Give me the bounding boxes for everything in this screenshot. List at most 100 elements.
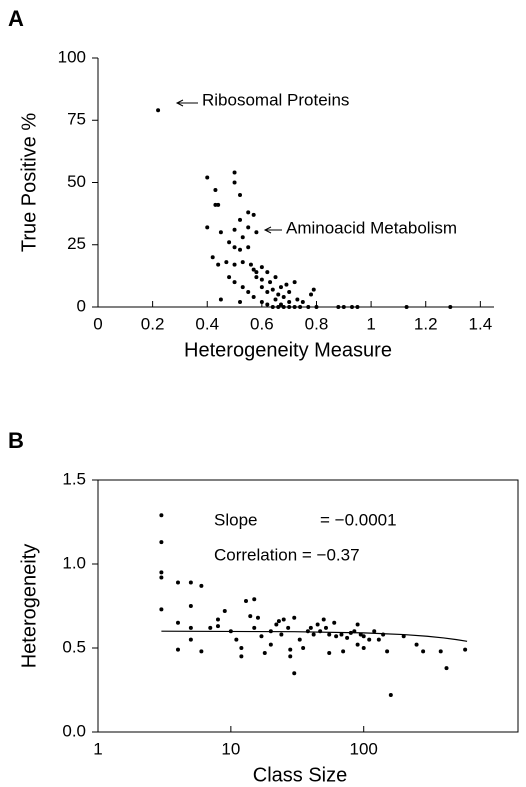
data-point <box>265 290 270 295</box>
data-point <box>278 285 283 290</box>
data-point <box>259 285 264 290</box>
annotation: Aminoacid Metabolism <box>286 218 457 237</box>
data-point <box>222 609 227 614</box>
x-tick-label: 0 <box>93 314 102 333</box>
data-point <box>238 247 243 252</box>
data-point <box>388 693 393 698</box>
data-point <box>265 302 270 307</box>
data-point <box>287 305 292 309</box>
data-point <box>321 617 326 622</box>
data-point <box>243 598 248 603</box>
data-point <box>251 267 256 272</box>
data-point <box>385 649 390 654</box>
data-point <box>305 629 310 634</box>
data-point <box>288 647 293 652</box>
data-point <box>224 260 229 265</box>
y-axis-title: True Positive % <box>18 113 40 253</box>
data-point <box>297 637 302 642</box>
data-point <box>276 619 281 624</box>
data-point <box>205 175 210 180</box>
data-point <box>309 292 314 297</box>
annotation-arrow <box>263 226 272 234</box>
data-point <box>251 212 256 217</box>
data-point <box>175 647 180 652</box>
data-point <box>215 617 220 622</box>
data-point <box>381 632 386 637</box>
data-point <box>404 305 409 309</box>
data-point <box>232 245 237 250</box>
data-point <box>345 635 350 640</box>
data-point <box>254 275 259 280</box>
data-point <box>239 654 244 659</box>
data-point <box>239 646 244 650</box>
y-tick-label: 1.0 <box>62 553 86 572</box>
data-point <box>301 646 306 650</box>
data-point <box>421 649 426 654</box>
x-tick-label: 1 <box>93 739 102 758</box>
panel-label: B <box>8 428 24 453</box>
data-point <box>273 297 278 302</box>
data-point <box>327 632 332 637</box>
data-point <box>232 227 237 232</box>
data-point <box>281 305 286 309</box>
data-point <box>159 575 164 580</box>
data-point <box>311 287 316 292</box>
data-point <box>349 305 354 309</box>
data-point <box>234 637 239 642</box>
data-point <box>175 580 180 585</box>
data-point <box>159 513 164 518</box>
data-point <box>315 622 320 627</box>
data-point <box>401 634 406 639</box>
x-tick-label: 0.2 <box>141 314 165 333</box>
data-point <box>248 614 253 619</box>
data-point <box>274 622 279 627</box>
x-tick-label: 1.4 <box>469 314 493 333</box>
data-point <box>251 295 256 300</box>
data-point <box>215 624 220 629</box>
x-tick-label: 0.4 <box>195 314 219 333</box>
data-point <box>232 280 237 285</box>
data-point <box>268 642 273 647</box>
data-point <box>252 597 257 602</box>
data-point <box>227 240 232 245</box>
data-point <box>281 617 286 622</box>
y-tick-label: 1.5 <box>62 469 86 488</box>
data-point <box>259 277 264 282</box>
y-axis-title: Heterogeneity <box>18 544 40 669</box>
annotation: Ribosomal Proteins <box>202 90 349 109</box>
plot-frame <box>97 479 519 733</box>
data-point <box>232 170 237 175</box>
data-point <box>159 607 164 612</box>
y-tick-label: 75 <box>67 110 86 129</box>
data-point <box>367 637 372 642</box>
data-point <box>240 235 245 240</box>
data-point <box>216 262 221 267</box>
data-point <box>348 630 353 635</box>
data-point <box>376 637 381 642</box>
data-point <box>327 651 332 656</box>
y-tick-label: 25 <box>67 234 86 253</box>
y-tick-label: 0.5 <box>62 637 86 656</box>
data-point <box>205 225 210 230</box>
data-point <box>232 180 237 185</box>
data-point <box>199 583 204 588</box>
data-point <box>278 302 283 307</box>
data-point <box>254 230 259 235</box>
data-point <box>270 287 275 292</box>
data-point <box>265 270 270 275</box>
data-point <box>284 282 289 287</box>
data-point <box>332 620 337 625</box>
data-point <box>341 649 346 654</box>
panel-label: A <box>8 6 24 31</box>
data-point <box>255 615 260 620</box>
data-point <box>287 300 292 305</box>
data-point <box>306 305 311 309</box>
data-point <box>252 625 257 630</box>
x-tick-label: 1.2 <box>414 314 438 333</box>
data-point <box>295 297 300 302</box>
data-point <box>279 632 284 637</box>
data-point <box>300 300 305 305</box>
data-point <box>238 217 243 222</box>
data-point <box>358 632 363 637</box>
data-point <box>336 305 341 309</box>
